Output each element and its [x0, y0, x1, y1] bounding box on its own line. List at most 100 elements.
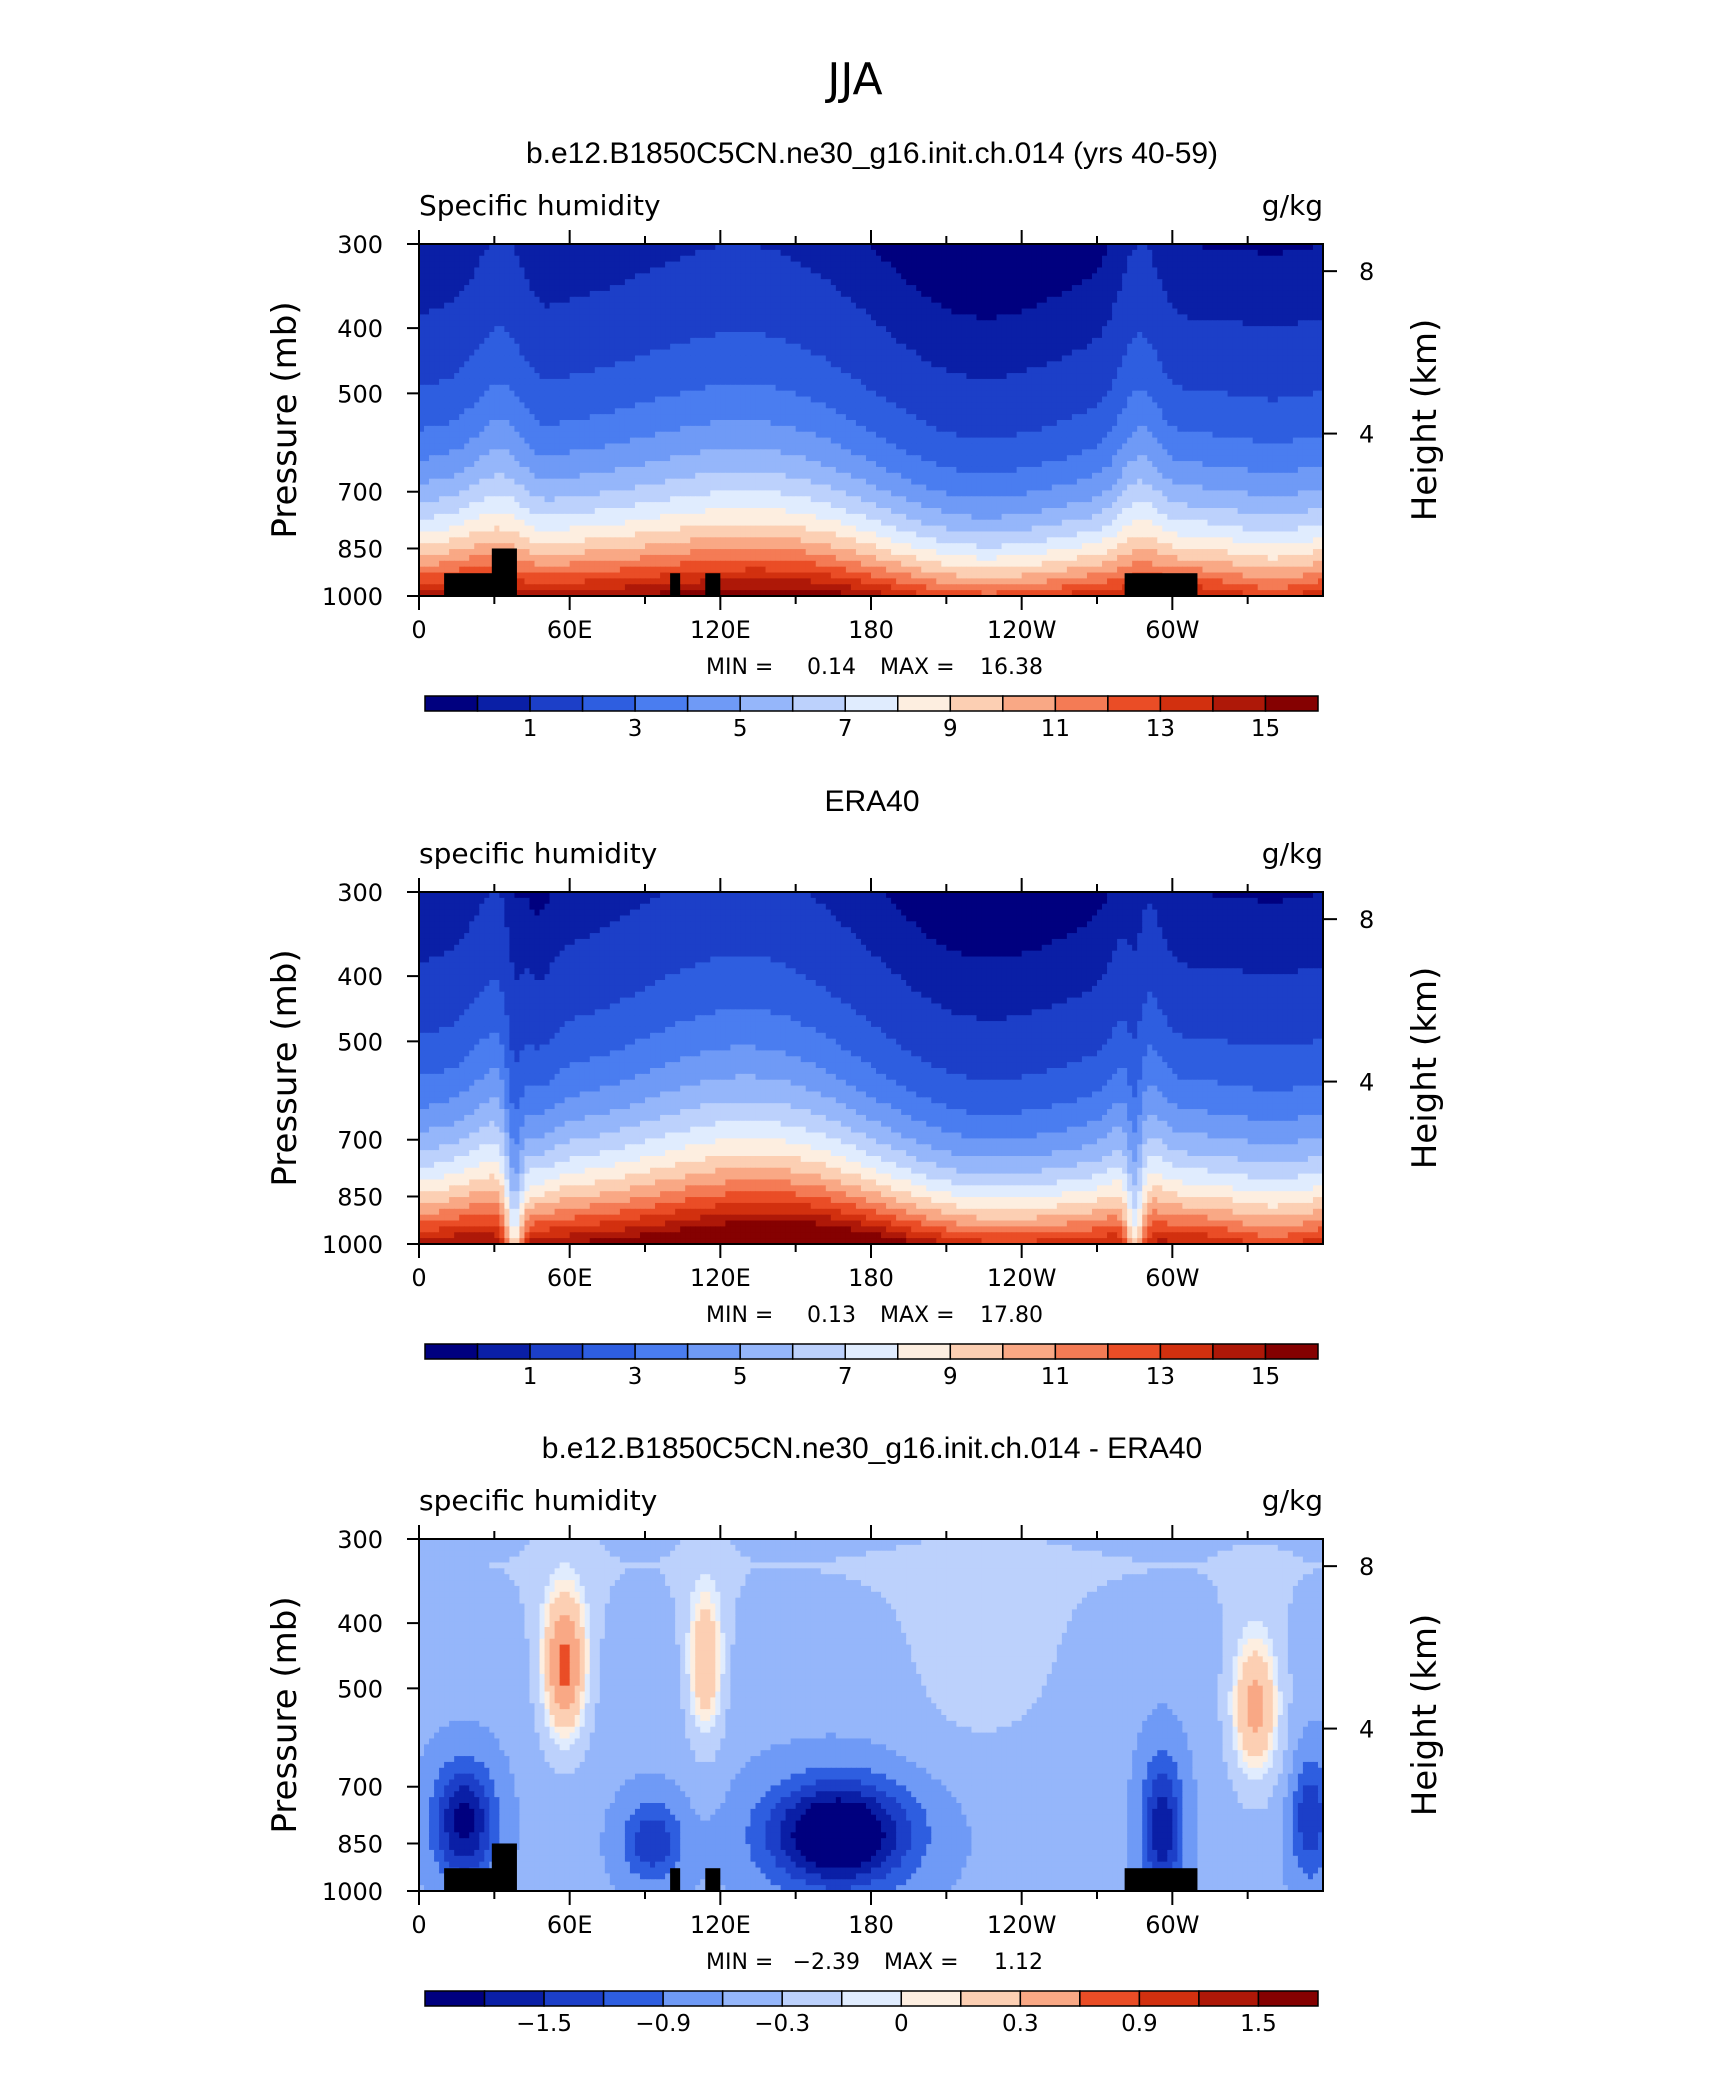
contour-cell — [755, 285, 762, 292]
contour-cell — [1317, 326, 1323, 333]
contour-cell — [1001, 396, 1008, 403]
contour-cell — [1282, 326, 1289, 333]
contour-cell — [855, 314, 862, 321]
contour-cell — [921, 349, 927, 357]
contour-cell — [419, 402, 425, 409]
contour-cell — [554, 349, 561, 357]
contour-cell — [1307, 285, 1314, 292]
contour-cell — [1091, 326, 1098, 333]
contour-cell — [735, 320, 742, 327]
contour-cell — [1217, 367, 1224, 374]
contour-cell — [554, 255, 561, 263]
contour-cell — [976, 349, 983, 357]
contour-cell — [1091, 361, 1098, 368]
contour-cell — [1011, 390, 1018, 398]
contour-cell — [850, 396, 857, 403]
contour-cell — [785, 378, 792, 386]
contour-cell — [1272, 244, 1279, 251]
contour-cell — [1127, 349, 1133, 357]
contour-cell — [1152, 343, 1158, 351]
contour-cell — [1036, 355, 1043, 362]
contour-cell — [810, 279, 817, 286]
contour-cell — [695, 390, 701, 398]
contour-cell — [840, 279, 847, 286]
contour-cell — [760, 402, 767, 409]
contour-cell — [845, 244, 852, 251]
contour-cell — [1051, 378, 1058, 386]
contour-cell — [1071, 285, 1078, 292]
contour-cell — [825, 279, 832, 286]
contour-cell — [1157, 308, 1163, 315]
contour-cell — [876, 308, 882, 315]
contour-cell — [745, 279, 752, 286]
contour-cell — [740, 249, 747, 257]
contour-cell — [1162, 290, 1168, 298]
contour-cell — [1287, 343, 1294, 351]
contour-cell — [469, 285, 475, 292]
contour-cell — [1046, 261, 1053, 269]
contour-cell — [1056, 337, 1063, 345]
contour-cell — [624, 273, 631, 280]
contour-cell — [1076, 255, 1083, 263]
contour-cell — [1086, 390, 1093, 398]
contour-cell — [1076, 332, 1083, 339]
contour-cell — [454, 273, 460, 280]
contour-cell — [1267, 273, 1274, 280]
contour-cell — [1132, 355, 1138, 362]
contour-cell — [1307, 332, 1314, 339]
contour-cell — [1292, 373, 1299, 380]
contour-cell — [544, 314, 551, 321]
contour-cell — [524, 320, 531, 327]
contour-cell — [765, 285, 772, 292]
contour-cell — [504, 308, 510, 315]
contour-cell — [810, 273, 817, 280]
contour-cell — [624, 355, 631, 362]
contour-cell — [514, 332, 521, 339]
contour-cell — [996, 302, 1003, 310]
contour-cell — [705, 255, 711, 263]
contour-cell — [1182, 396, 1188, 403]
contour-cell — [956, 355, 962, 362]
contour-cell — [1262, 267, 1269, 274]
contour-cell — [629, 367, 636, 374]
contour-cell — [700, 326, 706, 333]
contour-cell — [675, 314, 681, 321]
contour-cell — [1097, 267, 1103, 274]
contour-cell — [956, 384, 962, 392]
contour-cell — [981, 255, 988, 263]
contour-cell — [1267, 267, 1274, 274]
contour-cell — [529, 244, 536, 251]
contour-cell — [1046, 267, 1053, 274]
contour-cell — [790, 361, 797, 368]
contour-cell — [725, 320, 731, 327]
contour-cell — [1167, 296, 1173, 304]
contour-cell — [614, 267, 621, 274]
contour-cell — [1147, 267, 1153, 274]
contour-cell — [921, 279, 927, 286]
contour-cell — [981, 390, 988, 398]
contour-cell — [1217, 378, 1224, 386]
contour-cell — [871, 373, 877, 380]
contour-cell — [966, 378, 973, 386]
contour-cell — [1272, 320, 1279, 327]
contour-cell — [675, 355, 681, 362]
contour-cell — [419, 390, 425, 398]
contour-cell — [1137, 261, 1143, 269]
contour-cell — [454, 314, 460, 321]
contour-cell — [936, 308, 942, 315]
contour-cell — [986, 273, 993, 280]
contour-cell — [896, 273, 902, 280]
contour-cell — [1051, 326, 1058, 333]
contour-cell — [886, 349, 892, 357]
contour-cell — [650, 314, 656, 321]
contour-cell — [655, 349, 661, 357]
contour-cell — [840, 378, 847, 386]
contour-cell — [574, 314, 581, 321]
contour-cell — [1262, 378, 1269, 386]
contour-cell — [1167, 384, 1173, 392]
contour-cell — [730, 402, 736, 409]
contour-cell — [1227, 290, 1234, 298]
contour-cell — [1247, 355, 1254, 362]
contour-cell — [956, 285, 962, 292]
contour-cell — [609, 244, 616, 251]
